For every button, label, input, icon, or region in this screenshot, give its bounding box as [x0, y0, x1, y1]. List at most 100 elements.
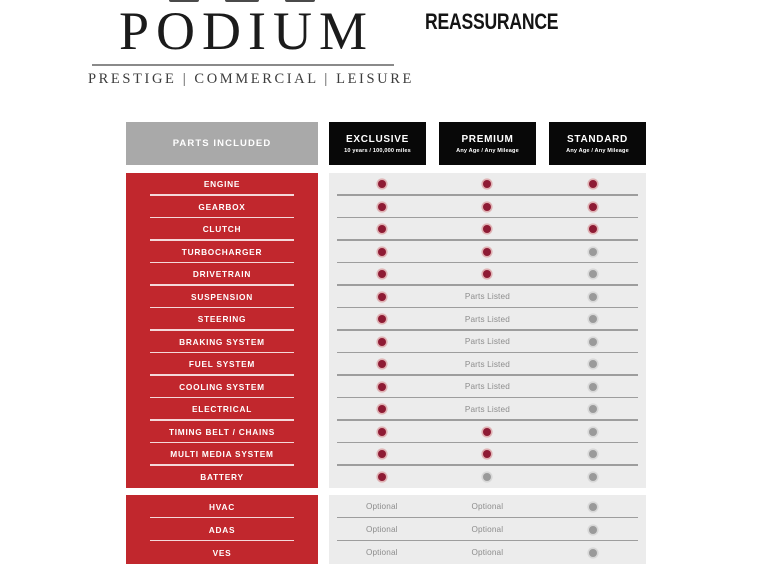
included-dot-icon [377, 472, 386, 481]
part-data-row: Parts Listed [329, 376, 646, 399]
row-divider [150, 396, 294, 398]
cell-premium-6: Parts Listed [435, 308, 541, 331]
row-divider [337, 284, 638, 286]
row-divider [150, 374, 294, 376]
cell-standard-12 [540, 443, 646, 466]
included-dot-icon [588, 202, 597, 211]
cell-standard-9 [540, 376, 646, 399]
part-label-row: SUSPENSION [126, 286, 318, 308]
cell-premium-1 [435, 196, 541, 219]
cell-exclusive-8 [329, 353, 435, 376]
row-divider [337, 396, 638, 398]
cell-exclusive-4 [329, 263, 435, 286]
part-label-row: BATTERY [126, 466, 318, 489]
part-label-row: TIMING BELT / CHAINS [126, 421, 318, 443]
part-label-9: COOLING SYSTEM [179, 381, 265, 392]
cell-standard-11 [540, 421, 646, 444]
cell-note-text: Parts Listed [464, 359, 510, 369]
excluded-dot-icon [588, 502, 597, 511]
plan-header-premium[interactable]: PREMIUM Any Age / Any Mileage [439, 122, 536, 165]
included-dot-icon [377, 225, 386, 234]
cell-premium-10: Parts Listed [435, 398, 541, 421]
cell-note-text: Parts Listed [464, 337, 510, 347]
part-data-row: Parts Listed [329, 308, 646, 331]
cell-standard-2 [540, 541, 646, 564]
part-label-12: MULTI MEDIA SYSTEM [170, 449, 274, 460]
cell-premium-7: Parts Listed [435, 331, 541, 354]
row-divider [337, 539, 638, 541]
plan-subtitle-premium: Any Age / Any Mileage [456, 147, 519, 154]
row-divider [150, 194, 294, 196]
plan-header-exclusive[interactable]: EXCLUSIVE 10 years / 100,000 miles [329, 122, 426, 165]
optional-data-row: Optional Optional [329, 495, 646, 518]
part-label-row: STEERING [126, 308, 318, 331]
cell-note-text: Optional [471, 525, 504, 534]
cell-note-text: Optional [365, 525, 398, 534]
parts-label-column: ENGINE GEARBOX CLUTCH TURBOCHARGER DRIVETRAI… [126, 173, 318, 488]
plan-data-column: Parts Listed Parts Listed Parts Listed Part… [329, 173, 646, 488]
optional-data-row: Optional Optional [329, 518, 646, 541]
row-divider [337, 441, 638, 443]
row-divider [337, 516, 638, 518]
cell-exclusive-2: Optional [329, 541, 435, 564]
plan-header-standard[interactable]: STANDARD Any Age / Any Mileage [549, 122, 646, 165]
part-data-row [329, 196, 646, 219]
row-divider [337, 239, 638, 241]
row-divider [150, 329, 294, 331]
included-dot-icon [377, 382, 386, 391]
included-dot-icon [483, 450, 492, 459]
brand-wordmark: PODIUM [118, 1, 375, 61]
row-divider [337, 306, 638, 308]
part-data-row [329, 421, 646, 444]
cell-exclusive-1: Optional [329, 518, 435, 541]
cell-standard-1 [540, 518, 646, 541]
podium-step-right-icon [285, 0, 315, 2]
optional-label-row: HVAC [126, 495, 318, 518]
included-dot-icon [483, 225, 492, 234]
cell-premium-12 [435, 443, 541, 466]
cell-premium-13 [435, 466, 541, 489]
part-label-row: ENGINE [126, 173, 318, 196]
cell-standard-6 [540, 308, 646, 331]
cell-premium-1: Optional [435, 518, 541, 541]
part-label-6: STEERING [197, 314, 247, 325]
part-label-row: DRIVETRAIN [126, 263, 318, 286]
included-dot-icon [483, 180, 492, 189]
part-label-2: CLUTCH [202, 224, 242, 235]
excluded-dot-icon [588, 315, 597, 324]
included-dot-icon [377, 247, 386, 256]
cell-standard-5 [540, 286, 646, 309]
cell-standard-2 [540, 218, 646, 241]
row-divider [150, 284, 294, 286]
part-label-row: GEARBOX [126, 196, 318, 218]
cell-exclusive-6 [329, 308, 435, 331]
excluded-dot-icon [588, 525, 597, 534]
part-label-1: GEARBOX [198, 201, 246, 212]
cell-premium-3 [435, 241, 541, 264]
excluded-dot-icon [588, 337, 597, 346]
excluded-dot-icon [588, 548, 597, 557]
part-label-3: TURBOCHARGER [181, 246, 263, 257]
row-divider [150, 464, 294, 466]
cell-exclusive-0: Optional [329, 495, 435, 518]
included-dot-icon [588, 225, 597, 234]
included-dot-icon [483, 247, 492, 256]
optional-parts-section: HVAC ADAS VES Optional Optional Optional Opti… [0, 495, 759, 564]
row-divider [337, 374, 638, 376]
row-divider [150, 261, 294, 263]
part-label-13: BATTERY [200, 471, 244, 482]
row-divider [337, 351, 638, 353]
cell-exclusive-5 [329, 286, 435, 309]
headline-line-2: REASSURANCE [425, 9, 559, 34]
parts-included-header: PARTS INCLUDED [126, 122, 318, 165]
cell-premium-0 [435, 173, 541, 196]
included-dot-icon [377, 427, 386, 436]
cell-standard-0 [540, 173, 646, 196]
row-divider [150, 516, 294, 518]
part-label-5: SUSPENSION [191, 291, 253, 302]
cell-premium-2: Optional [435, 541, 541, 564]
cell-note-text: Optional [471, 548, 504, 557]
optional-label-column: HVAC ADAS VES [126, 495, 318, 564]
brand-tagline: PRESTIGE | COMMERCIAL | LEISURE [88, 71, 414, 87]
excluded-dot-icon [588, 360, 597, 369]
